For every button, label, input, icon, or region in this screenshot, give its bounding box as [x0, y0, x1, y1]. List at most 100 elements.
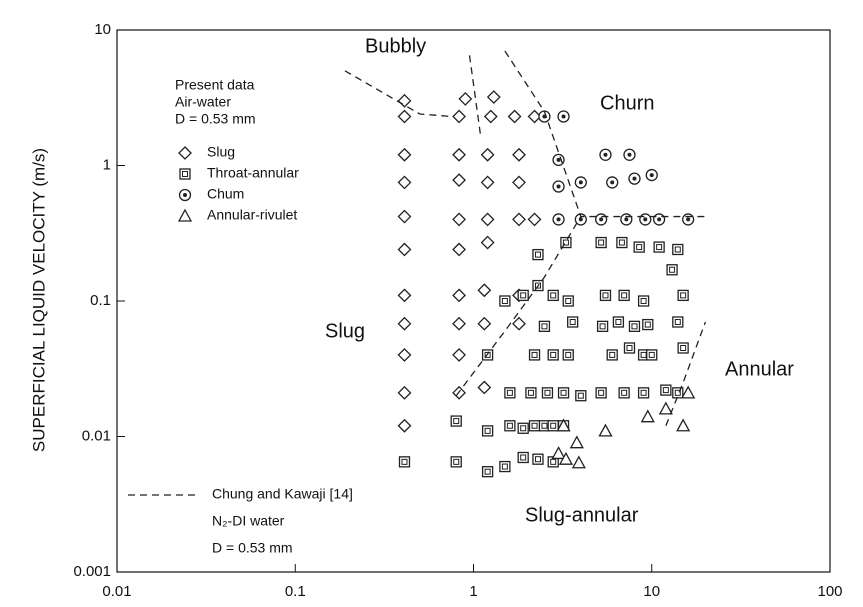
marker-boxed [637, 295, 650, 307]
marker-circle [552, 180, 565, 193]
marker-part [677, 289, 689, 302]
marker-boxed [562, 295, 574, 307]
marker-part [401, 458, 408, 465]
marker-boxed [547, 420, 559, 432]
legend-title: Present data [175, 77, 255, 93]
marker-part [567, 316, 579, 328]
marker-triangle [598, 423, 613, 437]
marker-part [534, 251, 541, 258]
marker-circle [620, 213, 633, 226]
marker-part [674, 318, 681, 325]
marker-part [569, 318, 576, 325]
marker-diamond [397, 109, 412, 124]
marker-part [561, 114, 566, 119]
marker-part [517, 451, 529, 464]
marker-diamond [452, 212, 466, 227]
marker-circle [652, 213, 666, 226]
marker-part [452, 173, 466, 188]
marker-part [558, 451, 574, 465]
marker-diamond [397, 175, 412, 190]
marker-boxed [517, 422, 529, 434]
marker-triangle [681, 385, 696, 399]
marker-part [656, 244, 663, 251]
marker-part [499, 460, 511, 473]
boundary-line [504, 50, 706, 218]
marker-part [483, 109, 498, 124]
marker-part [517, 422, 529, 434]
marker-part [648, 351, 655, 358]
marker-circle [628, 172, 641, 185]
marker-triangle [569, 435, 584, 449]
marker-part [569, 435, 584, 449]
marker-part [452, 242, 466, 257]
y-tick-label: 0.001 [73, 563, 111, 580]
marker-part [531, 351, 538, 358]
marker-part [397, 385, 412, 400]
marker-part [452, 316, 466, 331]
marker-part [528, 349, 541, 361]
marker-part [556, 157, 561, 162]
marker-part [672, 316, 684, 328]
marker-boxed [504, 387, 516, 399]
marker-boxed [599, 289, 612, 302]
marker-part [453, 458, 460, 465]
legend-label: Annular-rivulet [207, 207, 297, 223]
marker-part [398, 456, 411, 468]
marker-boxed [567, 316, 579, 328]
marker-part [484, 351, 491, 358]
marker-part [179, 168, 191, 180]
marker-circle [552, 153, 565, 167]
marker-boxed [628, 320, 641, 333]
marker-diamond [452, 147, 466, 162]
marker-triangle [177, 208, 193, 222]
marker-part [672, 387, 684, 399]
marker-part [532, 248, 544, 261]
marker-part [178, 146, 192, 160]
marker-part [452, 348, 466, 362]
x-tick-label: 0.1 [285, 583, 306, 600]
marker-part [642, 318, 654, 331]
marker-boxed [653, 241, 665, 253]
marker-part [534, 456, 541, 463]
marker-diamond [483, 109, 498, 124]
marker-part [520, 454, 527, 461]
marker-boxed [450, 415, 462, 427]
marker-circle [557, 110, 570, 123]
marker-part [512, 212, 526, 227]
marker-part [520, 292, 527, 299]
marker-part [486, 90, 501, 104]
marker-boxed [677, 289, 689, 302]
marker-part [458, 92, 473, 106]
marker-diamond [397, 418, 412, 433]
marker-part [598, 239, 605, 246]
marker-part [452, 147, 466, 162]
region-label: Slug-annular [525, 504, 639, 526]
marker-boxed [637, 387, 650, 399]
marker-diamond [397, 93, 412, 108]
marker-part [551, 446, 566, 460]
marker-diamond [512, 316, 526, 331]
marker-part [527, 212, 542, 227]
marker-diamond [477, 316, 492, 331]
marker-part [599, 289, 612, 302]
legend-detail: N₂-DI water [212, 513, 285, 529]
marker-boxed [612, 316, 625, 328]
marker-circle [681, 213, 695, 226]
marker-part [512, 175, 526, 190]
marker-boxed [672, 316, 684, 328]
marker-part [669, 266, 676, 273]
marker-diamond [397, 242, 412, 257]
marker-diamond [480, 212, 495, 227]
marker-part [571, 455, 586, 469]
marker-part [612, 316, 625, 328]
marker-part [599, 323, 606, 330]
marker-diamond [452, 348, 466, 362]
marker-part [501, 463, 508, 470]
marker-part [520, 425, 527, 432]
marker-part [556, 184, 561, 189]
boundary-line [468, 55, 482, 138]
marker-part [615, 318, 622, 325]
marker-part [507, 109, 522, 124]
marker-diamond [480, 147, 495, 162]
marker-part [606, 349, 618, 361]
